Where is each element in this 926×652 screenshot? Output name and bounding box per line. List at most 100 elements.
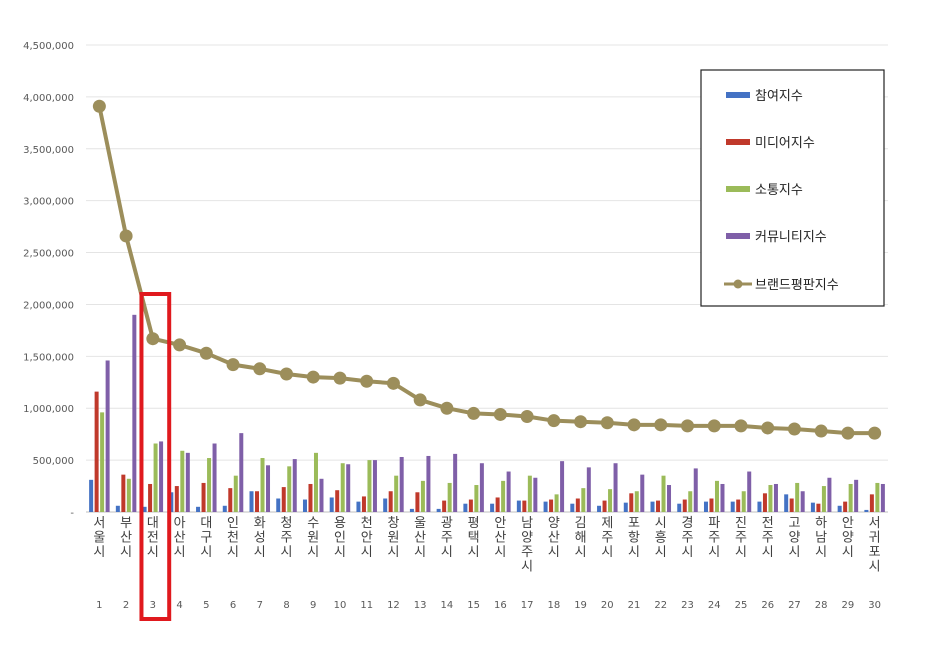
bar <box>688 491 693 512</box>
y-tick-label: 4,500,000 <box>23 41 74 52</box>
line-point <box>199 346 213 360</box>
bar <box>816 503 821 512</box>
bar <box>329 497 334 512</box>
rank-label: 23 <box>681 600 694 611</box>
line-point <box>814 424 828 438</box>
bar <box>789 498 794 512</box>
bar <box>490 503 495 512</box>
y-tick-label: 500,000 <box>33 456 74 467</box>
bar <box>634 491 639 512</box>
line-point <box>333 371 347 385</box>
rank-label: 22 <box>654 600 667 611</box>
bar <box>554 494 559 512</box>
bar <box>602 500 607 512</box>
bar <box>453 453 458 512</box>
bar <box>703 501 708 512</box>
bar <box>89 479 94 512</box>
y-tick-label: 3,500,000 <box>23 145 74 156</box>
rank-label: 21 <box>628 600 641 611</box>
bar <box>409 508 414 512</box>
line-point <box>707 419 721 433</box>
x-axis: 서 울 시 1 부 산 시 2 대 전 시 3 아 산 시 4 대 구 시 5 인 천 시 6 화 성 시 7 청 주 시 8 수 원 시 9 용 인 시 1… <box>93 516 881 611</box>
bar <box>94 391 99 512</box>
bar <box>474 485 479 512</box>
bar <box>447 482 452 512</box>
rank-label: 10 <box>334 600 347 611</box>
legend-swatch <box>726 186 750 192</box>
rank-label: 1 <box>96 600 102 611</box>
bar <box>516 500 521 512</box>
bar <box>730 501 735 512</box>
line-point <box>360 374 374 388</box>
line-point <box>547 414 561 428</box>
bar <box>864 509 869 512</box>
rank-label: 19 <box>574 600 587 611</box>
bar <box>361 496 366 512</box>
line-point <box>600 416 614 430</box>
bar <box>533 477 538 512</box>
bar <box>667 485 672 512</box>
bar <box>281 487 286 512</box>
legend-label: 커뮤니티지수 <box>755 230 827 245</box>
bar <box>597 505 602 512</box>
y-tick-label: 2,500,000 <box>23 249 74 260</box>
bar <box>709 498 714 512</box>
bar <box>212 443 217 512</box>
bar <box>570 503 575 512</box>
bars <box>89 314 885 512</box>
bar <box>821 486 826 512</box>
line-point <box>493 407 507 421</box>
line-point <box>440 401 454 415</box>
bar <box>495 497 500 512</box>
bar <box>415 492 420 512</box>
bar <box>640 474 645 512</box>
bar <box>302 499 307 512</box>
line-point <box>681 419 694 433</box>
bar <box>575 498 580 512</box>
bar <box>148 483 153 512</box>
bar <box>800 491 805 512</box>
rank-label: 12 <box>387 600 400 611</box>
bar <box>784 494 789 512</box>
gridlines <box>86 44 888 513</box>
bar <box>560 461 565 512</box>
brand-index-line <box>92 99 882 440</box>
rank-label: 18 <box>547 600 560 611</box>
legend-swatch <box>726 92 750 98</box>
bar <box>159 441 164 512</box>
bar <box>426 455 431 512</box>
line-point <box>386 376 400 390</box>
bar <box>233 475 238 512</box>
bar <box>479 463 484 512</box>
line-point <box>253 362 267 376</box>
bar <box>356 501 361 512</box>
bar <box>581 488 586 512</box>
highlight-rect <box>139 292 172 621</box>
line-point <box>119 229 133 243</box>
bar <box>313 452 318 512</box>
bar <box>260 458 265 512</box>
bar <box>880 483 885 512</box>
bar <box>367 460 372 512</box>
bar <box>586 467 591 512</box>
bar <box>132 314 137 512</box>
line-point <box>226 358 240 372</box>
rank-label: 20 <box>601 600 614 611</box>
bar <box>693 468 698 512</box>
bar <box>388 491 393 512</box>
bar <box>506 471 511 512</box>
